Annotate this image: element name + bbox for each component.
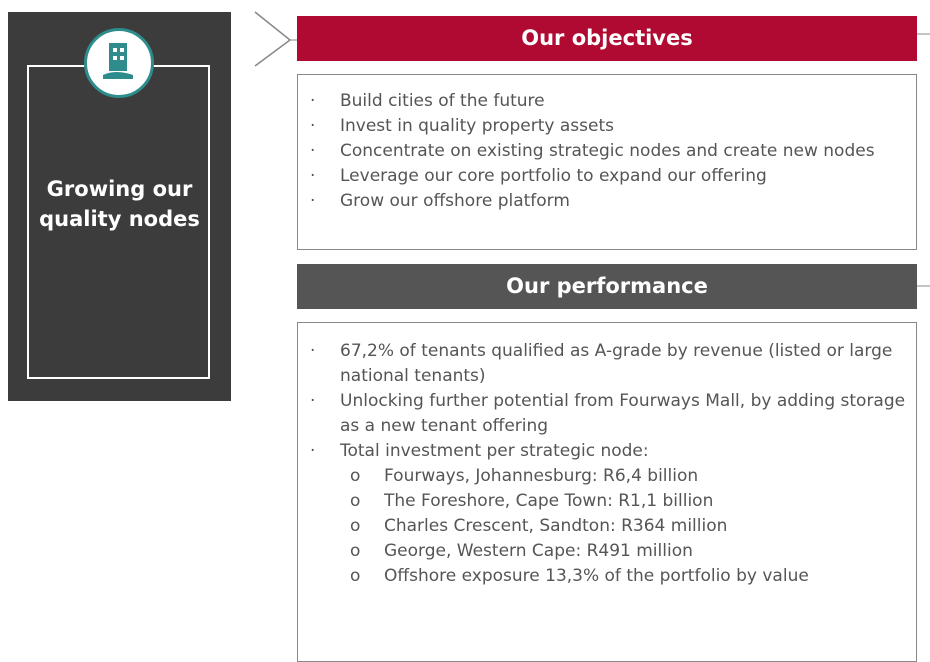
objectives-box: Build cities of the futureInvest in qual…	[297, 74, 917, 250]
performance-box: 67,2% of tenants qualified as A-grade by…	[297, 322, 917, 662]
performance-heading: Our performance	[297, 264, 917, 309]
bullet-item: Grow our offshore platform	[298, 189, 916, 214]
icon	[84, 28, 154, 98]
objectives-heading: Our objectives	[297, 16, 917, 61]
bullet-item: Total investment per strategic node:	[298, 439, 906, 464]
bullet-item: Leverage our core portfolio to expand ou…	[298, 164, 916, 189]
bullet-item: Concentrate on existing strategic nodes …	[298, 139, 916, 164]
connectors	[254, 11, 930, 287]
bullet-item: George, Western Cape: R491 million	[298, 539, 906, 564]
page: Growing our quality nodes Our objectives…	[0, 0, 930, 646]
bullet-item: Offshore exposure 13,3% of the portfolio…	[298, 564, 906, 589]
bullet-item: Build cities of the future	[298, 89, 916, 114]
building-icon	[103, 43, 133, 79]
bullet-item: 67,2% of tenants qualified as A-grade by…	[298, 339, 906, 389]
bullet-item: Fourways, Johannesburg: R6,4 billion	[298, 464, 906, 489]
sidebar: Growing our quality nodes	[8, 12, 231, 401]
bullet-item: The Foreshore, Cape Town: R1,1 billion	[298, 489, 906, 514]
sidebar-title: Growing our quality nodes	[39, 177, 200, 231]
bullet-item: Unlocking further potential from Fourway…	[298, 389, 906, 439]
bullet-item: Charles Crescent, Sandton: R364 million	[298, 514, 906, 539]
bullet-item: Invest in quality property assets	[298, 114, 916, 139]
